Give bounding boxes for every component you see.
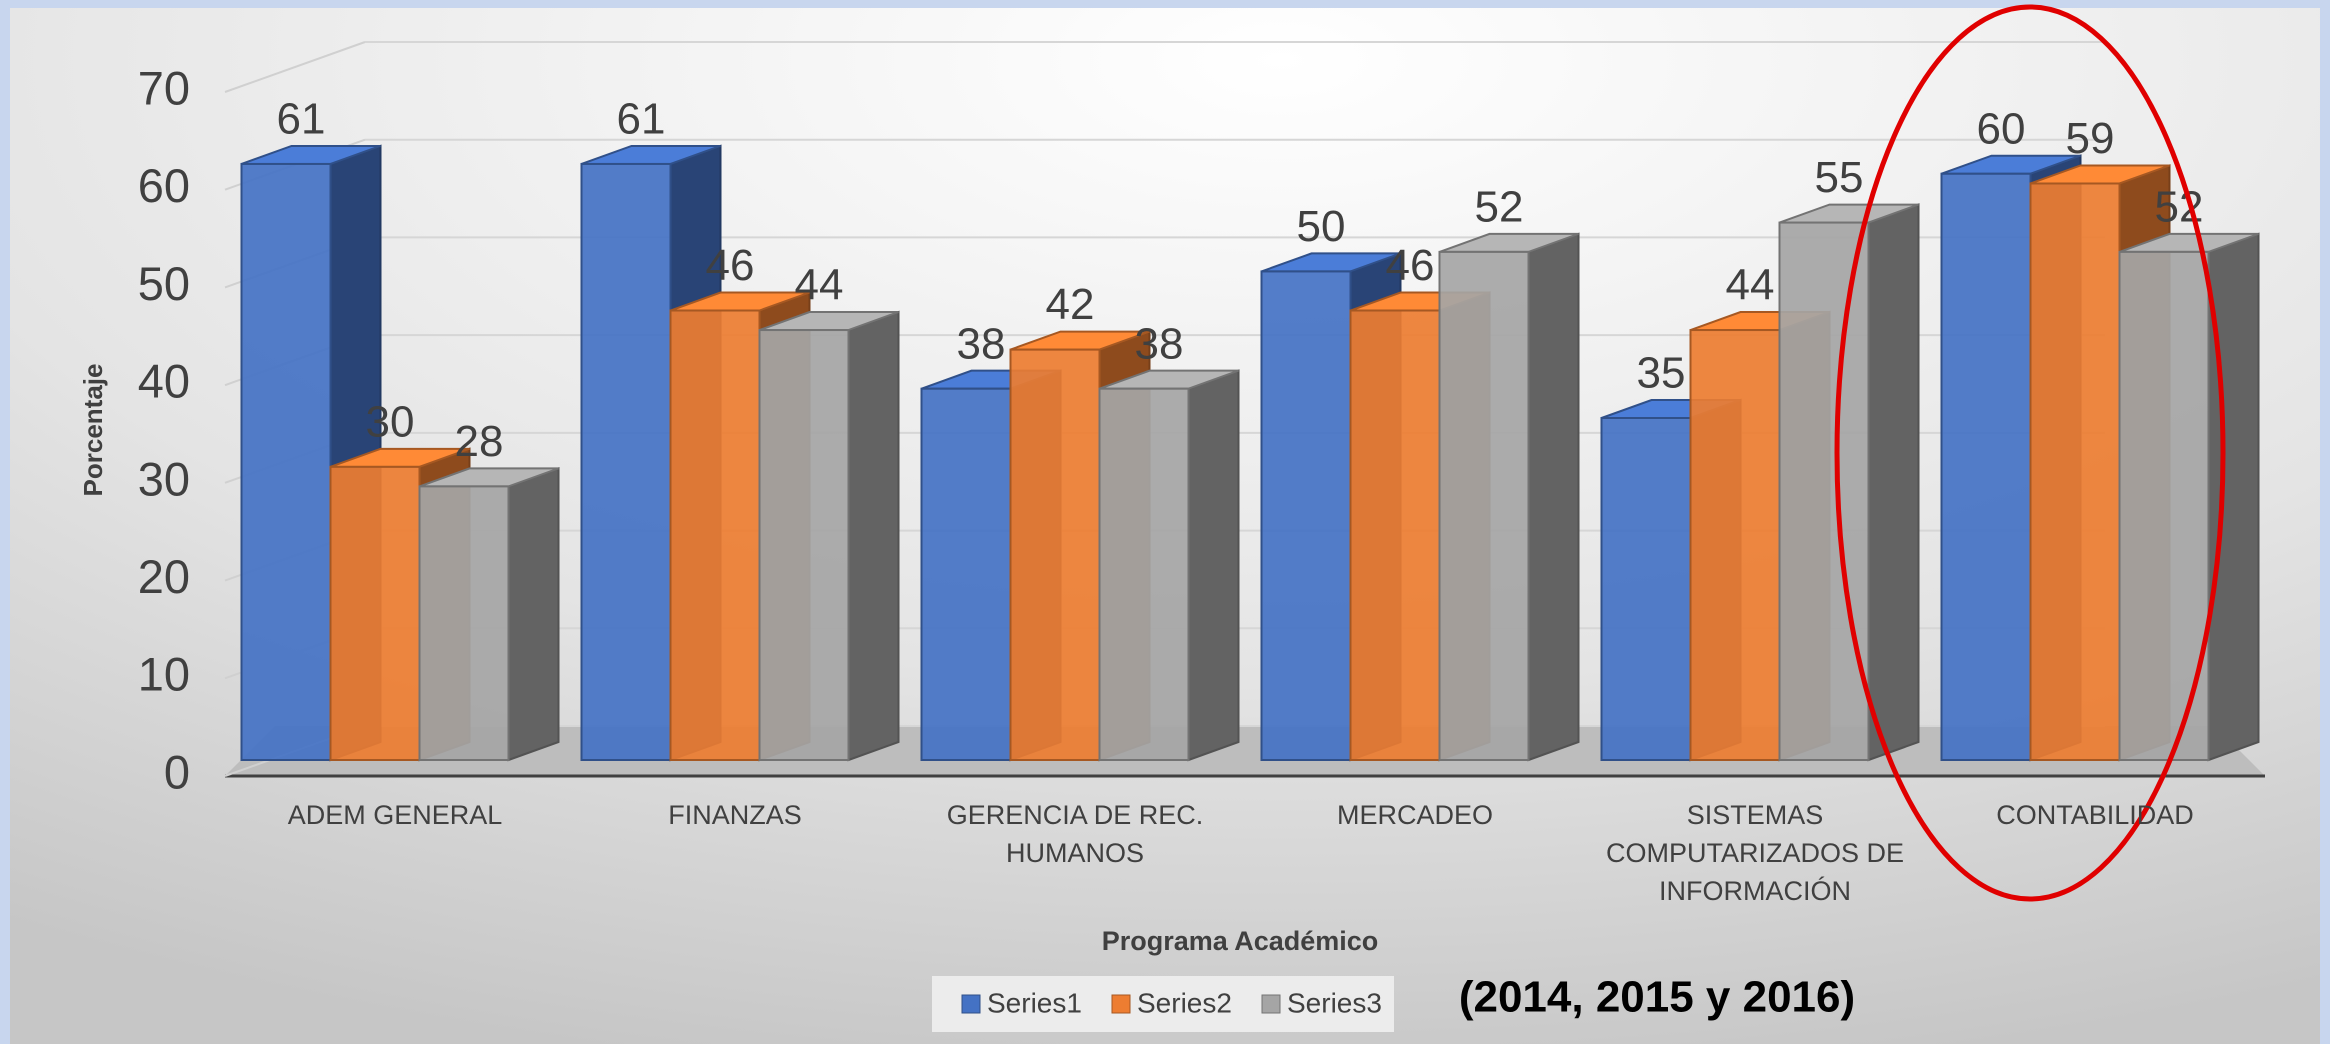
bar-front (580, 162, 672, 761)
data-label: 61 (277, 95, 326, 144)
data-label: 59 (2066, 114, 2115, 163)
data-label: 50 (1297, 202, 1346, 251)
legend-swatch (1261, 994, 1281, 1014)
bar-front (1098, 387, 1190, 761)
data-label: 38 (1135, 319, 1184, 368)
data-label: 35 (1637, 349, 1686, 398)
bar-side (2207, 232, 2260, 762)
legend-label: Series1 (987, 987, 1082, 1018)
bar-front (1778, 221, 1870, 762)
y-axis-label: Porcentaje (78, 364, 108, 497)
legend-box (932, 976, 1394, 1032)
bar-front (329, 465, 421, 761)
data-label: 30 (366, 397, 415, 446)
data-label: 44 (1726, 261, 1775, 310)
annotation: (2014, 2015 y 2016) (1459, 973, 1855, 1022)
legend-swatch (1111, 994, 1131, 1014)
x-tick-label: CONTABILIDAD (1996, 800, 2194, 830)
grid-line (224, 41, 366, 93)
x-tick-label: ADEM GENERAL (287, 800, 503, 830)
data-label: 46 (1386, 241, 1435, 290)
data-label: 52 (1475, 183, 1524, 232)
legend: Series1 Series2 Series3 (961, 987, 1382, 1018)
data-label: 44 (795, 261, 844, 310)
bar (758, 310, 900, 762)
bar-front (1689, 329, 1781, 761)
data-label: 42 (1046, 280, 1095, 329)
data-label: 46 (706, 241, 755, 290)
y-tick-label: 60 (138, 159, 190, 212)
y-tick-label: 0 (164, 745, 190, 798)
y-tick-label: 40 (138, 355, 190, 408)
y-tick-label: 20 (138, 550, 190, 603)
legend-label: Series2 (1137, 987, 1232, 1018)
data-label: 38 (957, 319, 1006, 368)
legend-label: Series3 (1287, 987, 1382, 1018)
x-tick-label: MERCADEO (1336, 800, 1493, 830)
x-axis-label: Programa Académico (1102, 926, 1379, 956)
data-label: 60 (1977, 104, 2026, 153)
bar-front (418, 485, 510, 761)
bar-side (507, 466, 560, 762)
bar-front (1260, 270, 1352, 761)
bar-front (1600, 417, 1692, 761)
legend-swatch (961, 994, 981, 1014)
bar (1098, 369, 1240, 762)
bar-front (2118, 250, 2210, 761)
data-label: 55 (1815, 153, 1864, 202)
x-tick-label: FINANZAS (668, 800, 802, 830)
bar-side (1187, 369, 1240, 762)
bar (1438, 232, 1580, 762)
bar-side (1527, 232, 1580, 762)
bar-front (2029, 182, 2121, 761)
bar-side (847, 310, 900, 762)
data-label: 28 (455, 417, 504, 466)
y-tick-label: 50 (138, 257, 190, 310)
y-tick-label: 10 (138, 648, 190, 701)
bar-front (920, 387, 1012, 761)
x-tick-label: SISTEMAS COMPUTARIZADOS DE INFORMACIÓN (1605, 800, 1904, 906)
plot: 0 10 20 30 40 50 60 70 61 30 28 61 46 44 38 42 38 50 46 52 3… (138, 41, 2265, 798)
bar (418, 466, 560, 762)
data-label: 61 (617, 95, 666, 144)
bar-front (1009, 348, 1101, 761)
bar-front (240, 162, 332, 761)
bar (2118, 232, 2260, 762)
y-tick-label: 30 (138, 452, 190, 505)
x-tick-label: GERENCIA DE REC. HUMANOS (946, 800, 1204, 868)
bar-front (1349, 309, 1441, 761)
bar-front (1438, 250, 1530, 761)
bar-front (758, 329, 850, 761)
highlight-ellipse (1834, 4, 2226, 902)
bar-front (669, 309, 761, 761)
bar-side (1867, 203, 1920, 762)
bar-front (1940, 172, 2032, 761)
bar (1778, 203, 1920, 762)
y-tick-label: 70 (138, 61, 190, 114)
